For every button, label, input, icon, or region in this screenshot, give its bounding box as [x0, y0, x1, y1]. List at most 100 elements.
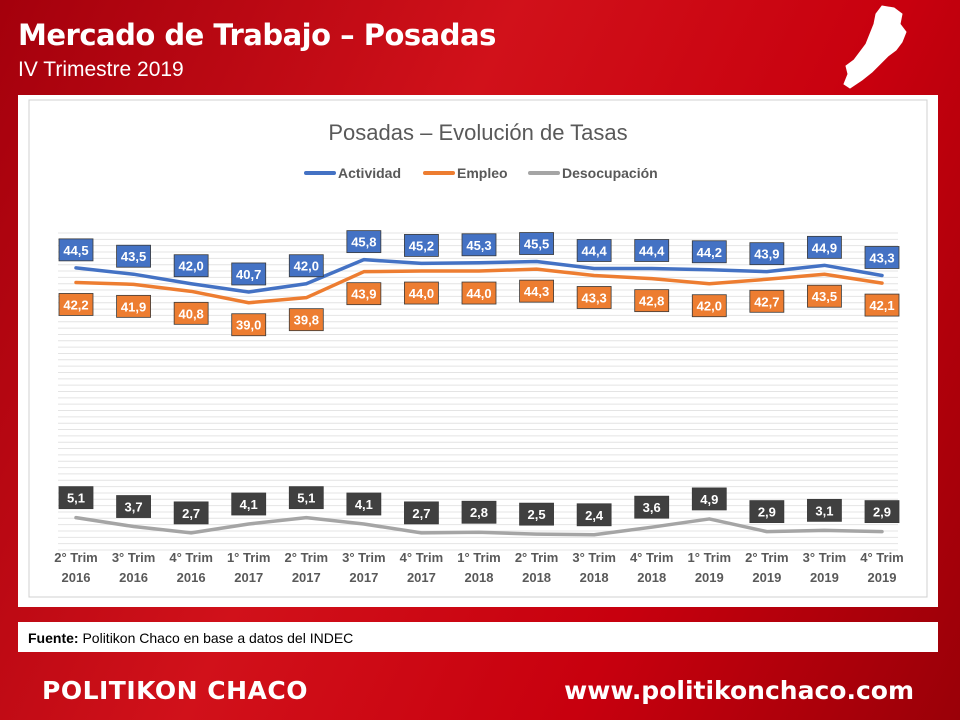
- data-label-box: [231, 262, 267, 286]
- legend-label-2: Desocupación: [562, 165, 658, 181]
- data-label: 43,3: [869, 250, 894, 265]
- x-tick-label: 2° Trim: [515, 550, 559, 565]
- data-label-box: [576, 239, 612, 262]
- data-label-box: [461, 281, 497, 305]
- website-link[interactable]: www.politikonchaco.com: [564, 676, 914, 705]
- data-label: 45,3: [466, 238, 491, 253]
- data-label-box: [288, 486, 324, 510]
- data-label-box: [231, 492, 267, 516]
- data-label: 45,2: [409, 238, 434, 253]
- data-label-box: [691, 240, 727, 264]
- data-label-box: [231, 313, 267, 337]
- data-label: 43,9: [754, 247, 779, 262]
- source-text: Politikon Chaco en base a datos del INDE…: [82, 630, 354, 646]
- data-label: 43,3: [581, 290, 606, 305]
- data-label-box: [404, 501, 439, 525]
- data-label: 39,0: [236, 318, 261, 333]
- page-subtitle: IV Trimestre 2019: [18, 58, 184, 81]
- chart-area: Posadas – Evolución de Tasas Actividad Emp…: [18, 95, 938, 607]
- data-label-box: [634, 289, 670, 313]
- data-label: 42,8: [639, 294, 664, 309]
- x-tick-label: 3° Trim: [342, 550, 386, 565]
- x-tick-label: 1° Trim: [227, 550, 271, 565]
- data-label: 4,1: [240, 497, 258, 512]
- data-label-box: [576, 286, 612, 309]
- source-label: Fuente:: [28, 630, 79, 646]
- x-tick-year: 2018: [580, 570, 609, 585]
- data-label: 42,0: [294, 259, 319, 274]
- x-tick-year: 2017: [292, 570, 321, 585]
- data-label: 44,0: [409, 286, 434, 301]
- data-label-box: [116, 244, 151, 268]
- x-tick-year: 2019: [810, 570, 839, 585]
- source-note: Fuente: Politikon Chaco en base a datos …: [18, 622, 938, 652]
- x-tick-label: 1° Trim: [457, 550, 501, 565]
- data-label-box: [346, 282, 382, 306]
- x-tick-year: 2017: [407, 570, 436, 585]
- data-label-box: [116, 294, 151, 318]
- page-title: Mercado de Trabajo – Posadas: [18, 18, 496, 52]
- x-tick-year: 2017: [349, 570, 378, 585]
- data-label: 3,6: [643, 500, 661, 515]
- data-label: 42,2: [63, 297, 88, 312]
- x-tick-year: 2016: [119, 570, 148, 585]
- data-label: 45,8: [351, 235, 376, 250]
- province-map-icon: [843, 5, 907, 89]
- data-label-box: [461, 500, 497, 524]
- x-tick-label: 4° Trim: [630, 550, 674, 565]
- data-label-box: [864, 293, 900, 317]
- x-tick-label: 3° Trim: [803, 550, 847, 565]
- data-label-box: [58, 293, 94, 316]
- data-label: 44,2: [697, 245, 722, 260]
- data-label-box: [461, 233, 497, 257]
- data-label-box: [864, 246, 900, 269]
- data-label-box: [173, 301, 209, 325]
- data-label-box: [346, 230, 382, 254]
- data-label: 2,8: [470, 505, 488, 520]
- data-label-box: [173, 501, 209, 525]
- x-tick-year: 2019: [752, 570, 781, 585]
- data-label: 40,7: [236, 267, 261, 282]
- data-label: 39,8: [294, 313, 319, 328]
- x-tick-year: 2016: [177, 570, 206, 585]
- data-label: 5,1: [67, 491, 85, 506]
- x-tick-label: 4° Trim: [860, 550, 904, 565]
- data-label-box: [288, 254, 324, 278]
- data-label: 2,9: [873, 505, 891, 520]
- data-label: 42,0: [697, 299, 722, 314]
- data-label: 44,0: [466, 286, 491, 301]
- data-label-box: [691, 487, 727, 511]
- legend-label-1: Empleo: [457, 165, 508, 181]
- data-label: 43,5: [121, 249, 146, 264]
- x-tick-label: 2° Trim: [285, 550, 329, 565]
- data-label: 45,5: [524, 237, 549, 252]
- data-label: 3,1: [815, 503, 833, 518]
- x-tick-label: 2° Trim: [745, 550, 789, 565]
- data-label: 44,3: [524, 284, 549, 299]
- data-label-box: [404, 281, 439, 305]
- data-label: 43,9: [351, 287, 376, 302]
- data-label-box: [288, 308, 324, 332]
- brand-name: POLITIKON CHACO: [42, 676, 309, 705]
- x-tick-year: 2019: [695, 570, 724, 585]
- x-tick-year: 2017: [234, 570, 263, 585]
- data-label: 44,5: [63, 243, 88, 258]
- data-label: 44,9: [812, 240, 837, 255]
- data-label-box: [519, 502, 554, 526]
- data-label-box: [519, 232, 554, 255]
- data-label: 2,7: [412, 506, 430, 521]
- data-label: 42,1: [869, 298, 894, 313]
- chart-title: Posadas – Evolución de Tasas: [328, 120, 627, 145]
- x-tick-label: 3° Trim: [112, 550, 156, 565]
- data-label: 42,0: [178, 259, 203, 274]
- data-label-box: [58, 486, 94, 510]
- x-tick-year: 2016: [62, 570, 91, 585]
- data-label-box: [519, 279, 554, 303]
- data-label-box: [346, 492, 382, 516]
- data-label: 2,4: [585, 508, 604, 523]
- data-label-box: [749, 242, 785, 266]
- data-label-box: [691, 294, 727, 318]
- data-label: 2,5: [528, 507, 546, 522]
- x-tick-label: 2° Trim: [54, 550, 98, 565]
- data-label-box: [634, 495, 670, 519]
